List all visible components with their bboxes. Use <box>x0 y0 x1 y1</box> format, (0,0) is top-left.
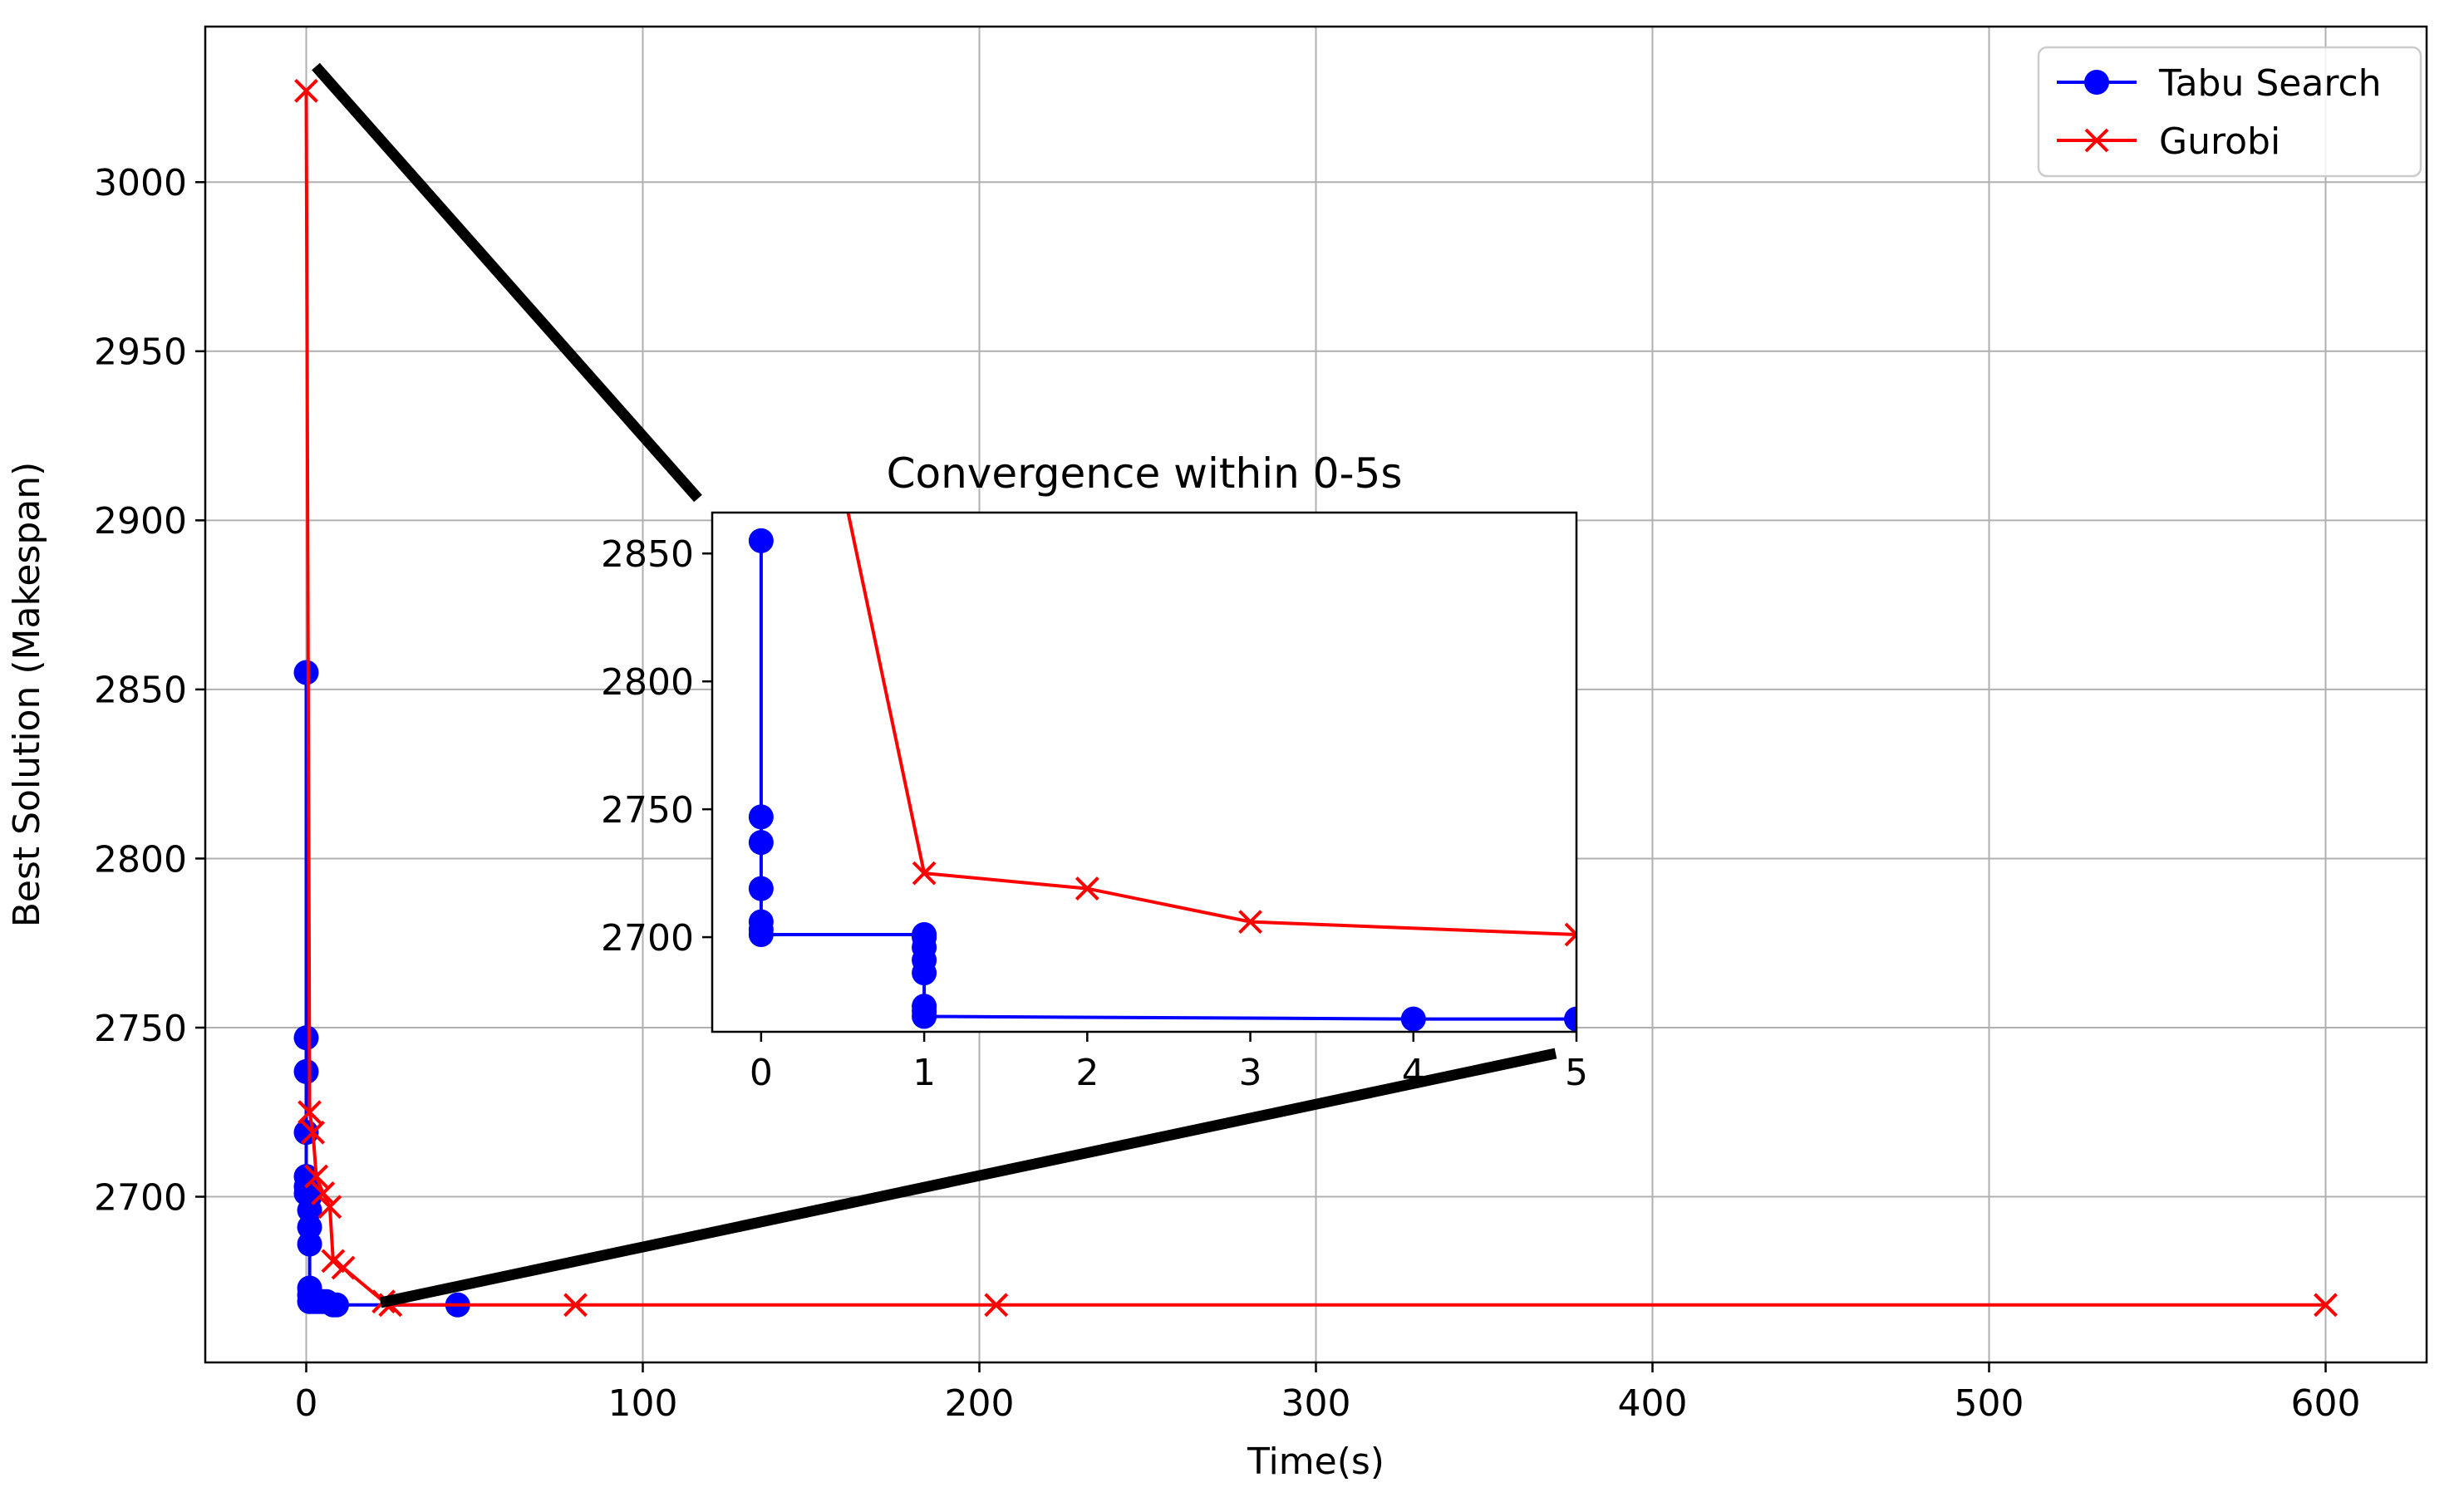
tabu-search-point <box>293 1025 319 1051</box>
y-tick-label: 2800 <box>601 661 694 704</box>
tabu-search-point <box>293 1058 319 1084</box>
x-tick-label: 3 <box>1239 1052 1262 1094</box>
y-tick-label: 2750 <box>601 789 694 832</box>
axes-frame <box>711 511 1578 1033</box>
series-layer <box>293 78 2338 1318</box>
legend-box <box>2037 46 2422 178</box>
zoom-connector-upper <box>312 62 702 503</box>
x-tick-label: 5 <box>1565 1052 1588 1094</box>
tabu-search-point <box>748 830 774 856</box>
legend: Tabu Search Gurobi <box>2037 46 2422 178</box>
inset-title: Convergence within 0-5s <box>887 449 1403 498</box>
x-tick-label: 200 <box>945 1382 1015 1425</box>
gurobi-point <box>563 1293 588 1318</box>
plot-area <box>712 513 1576 1032</box>
y-tick-label: 2900 <box>94 500 187 542</box>
legend-label: Gurobi <box>2159 120 2280 163</box>
gurobi-point <box>321 1249 346 1274</box>
inset-plot: 0 1 2 3 4 5 2700 2750 2800 2850 Convergence within… <box>601 449 1588 1094</box>
y-tick-label: 2850 <box>94 670 187 712</box>
gurobi-point <box>301 1120 326 1145</box>
x-tick-label: 1 <box>912 1052 936 1094</box>
y-tick-label: 2700 <box>601 917 694 960</box>
y-tick-label: 3000 <box>94 162 187 204</box>
tabu-search-point <box>748 876 774 901</box>
x-tick-label: 600 <box>2291 1382 2361 1425</box>
gurobi-point <box>1238 910 1262 935</box>
series-layer <box>748 513 1576 1032</box>
y-tick-label: 2700 <box>94 1176 187 1219</box>
tabu-search-point <box>1400 1006 1426 1032</box>
x-tick-label: 2 <box>1075 1052 1099 1094</box>
gurobi-point <box>912 861 937 886</box>
y-tick-label: 2950 <box>94 331 187 374</box>
tabu-search-point <box>323 1292 349 1318</box>
tabu-search-point <box>293 660 319 685</box>
x-tick-label: 300 <box>1281 1382 1351 1425</box>
zoom-connector-lines <box>312 62 1557 1308</box>
x-tick-label: 0 <box>750 1052 773 1094</box>
gurobi-point <box>2314 1293 2338 1318</box>
gurobi-point <box>1075 876 1099 901</box>
x-tick-label: 500 <box>1955 1382 2024 1425</box>
tabu-search-point <box>748 804 774 830</box>
gurobi-point <box>304 1164 329 1189</box>
x-tick-label: 4 <box>1402 1052 1425 1094</box>
gurobi-point <box>294 78 318 103</box>
zoom-connector-lower <box>379 1048 1557 1308</box>
x-tick-label: 100 <box>608 1382 678 1425</box>
gurobi-point <box>331 1255 356 1280</box>
gurobi-point <box>984 1293 1009 1318</box>
legend-item-tabu-search: Tabu Search <box>2057 62 2382 105</box>
y-tick-label: 2850 <box>601 533 694 576</box>
y-axis-label: Best Solution (Makespan) <box>6 462 48 928</box>
x-axis-label: Time(s) <box>1247 1441 1384 1483</box>
legend-marker <box>2084 70 2109 95</box>
x-tick-label: 0 <box>295 1382 318 1425</box>
legend-item-gurobi: Gurobi <box>2057 120 2280 163</box>
gurobi-point <box>298 1100 322 1125</box>
tabu-search-point <box>912 1004 937 1029</box>
tabu-search-point <box>748 528 774 553</box>
legend-marker <box>2084 128 2109 153</box>
gurobi-point <box>1564 922 1576 947</box>
tabu-search-point <box>1564 1006 1576 1032</box>
gurobi-point <box>317 1195 342 1220</box>
tabu-search-point <box>748 922 774 948</box>
legend-label: Tabu Search <box>2158 62 2382 105</box>
tabu-search-point <box>297 1231 322 1257</box>
x-tick-label: 400 <box>1618 1382 1688 1425</box>
gurobi-point <box>311 1181 336 1205</box>
y-tick-label: 2800 <box>94 838 187 881</box>
tabu-search-point <box>912 960 937 986</box>
y-tick-label: 2750 <box>94 1008 187 1050</box>
